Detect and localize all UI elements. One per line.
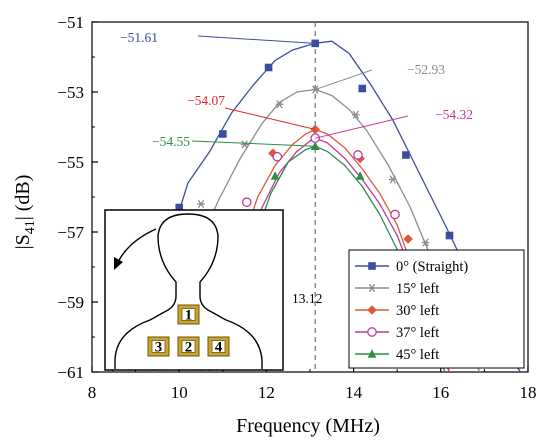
series-1-marker [389,175,397,184]
legend-label: 0° (Straight) [396,259,468,275]
antenna-pad-window [151,340,166,353]
y-tick-label: −53 [57,83,84,102]
series-0-marker [219,130,227,138]
series-0-marker [402,151,410,159]
y-tick-label: −57 [57,223,84,242]
series-1-marker [197,199,205,209]
body-silhouette [114,213,263,369]
antenna-pad-window [181,308,196,321]
series-0-marker [264,63,273,72]
antenna-number: 3 [155,340,163,356]
x-tick-label: 18 [520,383,537,402]
legend-box [348,249,525,369]
annotation-label: −51.61 [120,30,158,45]
legend-marker-stroke [368,283,376,293]
series-1-marker [351,110,360,119]
rotation-arrow [117,228,157,263]
x-tick-label: 12 [258,383,275,402]
legend-label: 15° left [396,281,439,297]
series-0-marker [358,84,367,93]
series-1-marker [275,100,284,109]
antenna-number: 4 [215,340,223,356]
antenna-pad-window [181,340,196,353]
annotation-leader [315,69,373,91]
y-axis-title: |S41| (dB) [12,175,38,250]
x-tick-label: 8 [88,383,97,402]
antenna-number: 2 [185,340,193,356]
legend: 0° (Straight) 15° left 30° left 37° left 45°… [348,249,525,369]
x-tick-label: 14 [345,383,363,402]
x-tick-label: 10 [171,383,188,402]
y-tick-label: −59 [57,293,84,312]
series-4-marker [270,171,280,180]
annotation-label: −54.32 [435,107,473,122]
legend-marker [368,262,376,270]
series-1-marker-stroke [389,175,397,184]
series-1-marker-stroke [422,238,429,247]
inset-figure: 1 3 2 4 [104,209,284,371]
y-axis-title-tail: | (dB) [12,175,34,221]
legend-label: 37° left [396,325,439,341]
series-1-marker-stroke [241,140,248,149]
y-tick-label: −51 [57,13,84,32]
series-3-marker [353,150,363,160]
legend-marker [367,305,377,315]
series-3-marker [272,151,283,162]
antenna-number: 1 [185,308,193,324]
series-2-marker [403,234,413,244]
x-axis-title: Frequency (MHz) [236,415,380,437]
series-3-marker [241,197,252,208]
legend-marker [367,327,377,337]
annotation-leader [224,107,316,130]
annotation-leader [191,140,316,147]
series-0-marker [175,203,183,212]
y-tick-label: −61 [57,363,84,382]
annotations-group: −51.61 −52.93 −54.07 −54.32 −54.55 [120,30,473,149]
series-1-marker [240,140,249,149]
series-1-marker-stroke [276,100,283,109]
series-1-marker-stroke [197,199,205,209]
annotation-leader [315,115,409,139]
legend-label: 30° left [396,303,439,319]
reference-line-label: 13.12 [292,291,322,306]
annotation-label: −54.07 [187,93,225,108]
series-1-marker [421,238,430,247]
series-3-marker [390,209,400,220]
annotation-label: −54.55 [152,134,190,149]
y-axis-title-subscript: 41 [23,220,38,234]
legend-marker [367,349,377,358]
y-axis-title-main: |S [12,234,34,249]
annotation-leader [197,35,316,44]
legend-marker [368,283,376,293]
arrowhead-icon [114,257,123,270]
y-tick-label: −55 [57,153,84,172]
x-tick-label: 16 [432,383,449,402]
series-4-marker [355,171,365,180]
series-0-marker [445,231,454,240]
legend-label: 45° left [396,347,439,363]
antenna-pad-window [211,340,226,353]
annotation-label: −52.93 [407,62,445,77]
series-1-marker-stroke [352,110,359,119]
